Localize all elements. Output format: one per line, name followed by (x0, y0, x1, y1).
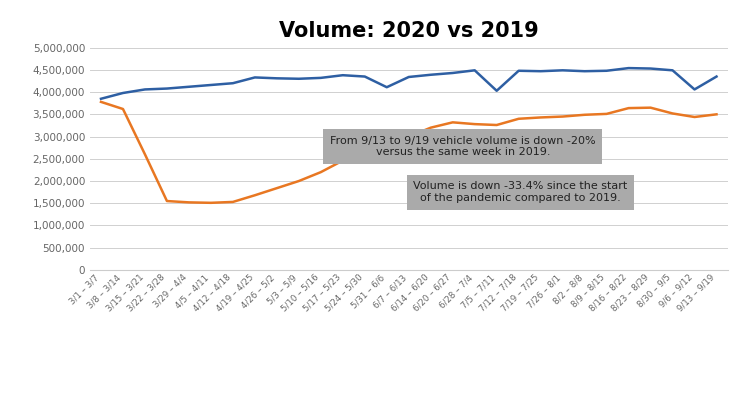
2019 Vehicle Volume (in thousands) (140, 87, 149, 92)
2019 Vehicle Volume (in thousands) (580, 69, 589, 73)
2019 Vehicle Volume (in thousands) (624, 66, 633, 71)
2020 Vehicle Volume (in thousands) (382, 154, 392, 158)
2020 Vehicle Volume (in thousands) (470, 122, 479, 127)
2019 Vehicle Volume (in thousands) (97, 96, 106, 101)
2019 Vehicle Volume (in thousands) (382, 85, 392, 90)
2020 Vehicle Volume (in thousands) (163, 198, 172, 203)
2019 Vehicle Volume (in thousands) (712, 74, 721, 79)
2019 Vehicle Volume (in thousands) (404, 75, 413, 79)
2019 Vehicle Volume (in thousands) (470, 68, 479, 73)
2019 Vehicle Volume (in thousands) (206, 83, 215, 87)
2020 Vehicle Volume (in thousands) (316, 170, 326, 175)
Line: 2020 Vehicle Volume (in thousands): 2020 Vehicle Volume (in thousands) (101, 102, 716, 203)
2020 Vehicle Volume (in thousands) (294, 179, 303, 183)
2019 Vehicle Volume (in thousands) (602, 68, 611, 73)
2020 Vehicle Volume (in thousands) (360, 157, 369, 162)
2020 Vehicle Volume (in thousands) (404, 134, 413, 139)
2019 Vehicle Volume (in thousands) (536, 69, 545, 73)
2019 Vehicle Volume (in thousands) (229, 81, 238, 86)
2020 Vehicle Volume (in thousands) (140, 152, 149, 157)
2020 Vehicle Volume (in thousands) (492, 123, 501, 127)
2019 Vehicle Volume (in thousands) (448, 71, 458, 75)
2019 Vehicle Volume (in thousands) (272, 76, 281, 81)
2019 Vehicle Volume (in thousands) (251, 75, 260, 80)
2020 Vehicle Volume (in thousands) (206, 200, 215, 205)
2019 Vehicle Volume (in thousands) (646, 66, 655, 71)
2019 Vehicle Volume (in thousands) (690, 87, 699, 92)
2020 Vehicle Volume (in thousands) (448, 120, 458, 125)
2020 Vehicle Volume (in thousands) (251, 193, 260, 198)
2020 Vehicle Volume (in thousands) (272, 186, 281, 191)
2019 Vehicle Volume (in thousands) (184, 85, 194, 89)
Text: Volume is down -33.4% since the start
of the pandemic compared to 2019.: Volume is down -33.4% since the start of… (413, 181, 628, 203)
2019 Vehicle Volume (in thousands) (163, 86, 172, 91)
2020 Vehicle Volume (in thousands) (690, 115, 699, 119)
2020 Vehicle Volume (in thousands) (426, 125, 435, 130)
2019 Vehicle Volume (in thousands) (426, 72, 435, 77)
2019 Vehicle Volume (in thousands) (316, 75, 326, 80)
2019 Vehicle Volume (in thousands) (492, 89, 501, 93)
2020 Vehicle Volume (in thousands) (536, 115, 545, 120)
Text: From 9/13 to 9/19 vehicle volume is down -20%
versus the same week in 2019.: From 9/13 to 9/19 vehicle volume is down… (330, 136, 596, 157)
2020 Vehicle Volume (in thousands) (558, 114, 567, 119)
2019 Vehicle Volume (in thousands) (118, 91, 128, 95)
2019 Vehicle Volume (in thousands) (514, 68, 523, 73)
2020 Vehicle Volume (in thousands) (668, 111, 677, 116)
2020 Vehicle Volume (in thousands) (624, 106, 633, 110)
2020 Vehicle Volume (in thousands) (184, 200, 194, 205)
2020 Vehicle Volume (in thousands) (514, 116, 523, 121)
2020 Vehicle Volume (in thousands) (602, 112, 611, 116)
Line: 2019 Vehicle Volume (in thousands): 2019 Vehicle Volume (in thousands) (101, 68, 716, 99)
2020 Vehicle Volume (in thousands) (338, 158, 347, 163)
2020 Vehicle Volume (in thousands) (118, 107, 128, 112)
2020 Vehicle Volume (in thousands) (712, 112, 721, 117)
2019 Vehicle Volume (in thousands) (360, 74, 369, 79)
2020 Vehicle Volume (in thousands) (580, 112, 589, 117)
2020 Vehicle Volume (in thousands) (229, 200, 238, 204)
2020 Vehicle Volume (in thousands) (646, 105, 655, 110)
2019 Vehicle Volume (in thousands) (338, 73, 347, 77)
2020 Vehicle Volume (in thousands) (97, 100, 106, 104)
Title: Volume: 2020 vs 2019: Volume: 2020 vs 2019 (279, 21, 538, 40)
2019 Vehicle Volume (in thousands) (668, 68, 677, 73)
2019 Vehicle Volume (in thousands) (294, 76, 303, 81)
2019 Vehicle Volume (in thousands) (558, 68, 567, 73)
